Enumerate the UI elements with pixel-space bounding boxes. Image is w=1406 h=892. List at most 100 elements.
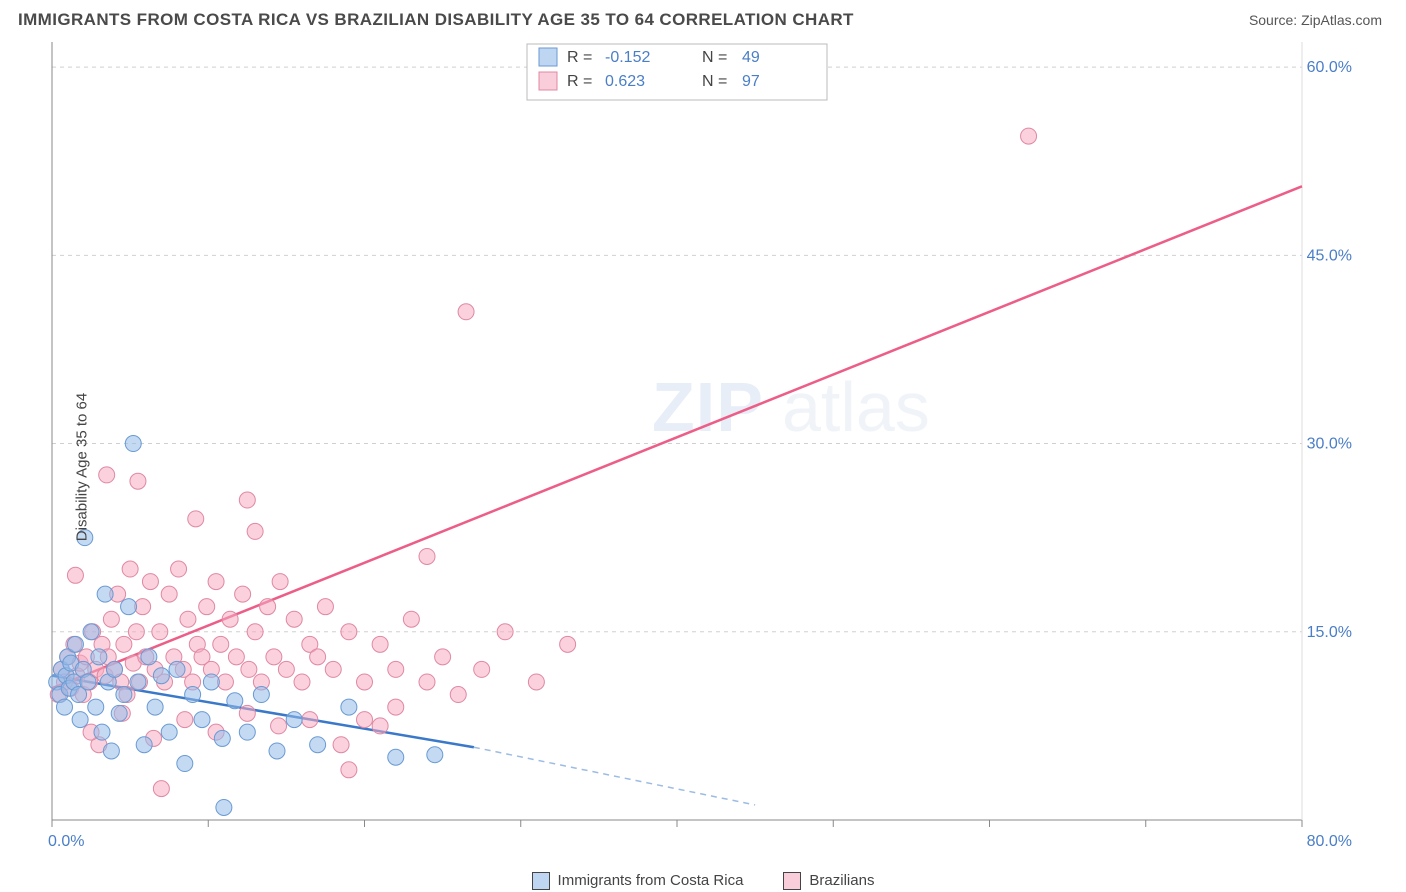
- data-point-blue: [121, 599, 137, 615]
- trendline-blue-extrapolated: [474, 747, 755, 805]
- data-point-blue: [111, 705, 127, 721]
- data-point-pink: [266, 649, 282, 665]
- data-point-blue: [286, 712, 302, 728]
- data-point-blue: [153, 668, 169, 684]
- data-point-blue: [72, 712, 88, 728]
- x-tick-label: 80.0%: [1307, 833, 1352, 850]
- chart-title: IMMIGRANTS FROM COSTA RICA VS BRAZILIAN …: [18, 10, 854, 30]
- data-point-blue: [80, 674, 96, 690]
- data-point-pink: [67, 567, 83, 583]
- data-point-pink: [142, 574, 158, 590]
- data-point-pink: [116, 636, 132, 652]
- y-tick-label: 45.0%: [1307, 247, 1352, 264]
- data-point-pink: [419, 548, 435, 564]
- source-name: ZipAtlas.com: [1301, 12, 1382, 28]
- y-tick-label: 30.0%: [1307, 436, 1352, 453]
- legend-r-value: -0.152: [605, 49, 650, 66]
- data-point-pink: [177, 712, 193, 728]
- source-attribution: Source: ZipAtlas.com: [1249, 12, 1382, 28]
- data-point-blue: [169, 661, 185, 677]
- data-point-pink: [560, 636, 576, 652]
- data-point-pink: [103, 611, 119, 627]
- trendline-pink: [52, 186, 1302, 688]
- legend-label-blue: Immigrants from Costa Rica: [558, 872, 744, 889]
- data-point-blue: [83, 624, 99, 640]
- data-point-pink: [388, 661, 404, 677]
- legend-item-blue: Immigrants from Costa Rica: [532, 872, 744, 890]
- data-point-pink: [302, 712, 318, 728]
- data-point-pink: [130, 473, 146, 489]
- data-point-blue: [147, 699, 163, 715]
- data-point-pink: [372, 636, 388, 652]
- data-point-blue: [116, 687, 132, 703]
- data-point-pink: [222, 611, 238, 627]
- data-point-pink: [333, 737, 349, 753]
- data-point-pink: [99, 467, 115, 483]
- data-point-pink: [419, 674, 435, 690]
- data-point-pink: [286, 611, 302, 627]
- data-point-blue: [107, 661, 123, 677]
- legend-swatch: [539, 72, 557, 90]
- data-point-pink: [388, 699, 404, 715]
- data-point-pink: [235, 586, 251, 602]
- data-point-pink: [497, 624, 513, 640]
- data-point-pink: [458, 304, 474, 320]
- data-point-pink: [278, 661, 294, 677]
- data-point-pink: [272, 574, 288, 590]
- legend-r-label: R =: [567, 49, 592, 66]
- data-point-pink: [341, 762, 357, 778]
- legend-bottom: Immigrants from Costa Rica Brazilians: [0, 872, 1406, 890]
- data-point-pink: [310, 649, 326, 665]
- data-point-pink: [294, 674, 310, 690]
- data-point-pink: [357, 712, 373, 728]
- data-point-pink: [528, 674, 544, 690]
- legend-r-value: 0.623: [605, 73, 645, 90]
- legend-r-label: R =: [567, 73, 592, 90]
- data-point-pink: [152, 624, 168, 640]
- legend-swatch-pink: [783, 872, 801, 890]
- data-point-pink: [213, 636, 229, 652]
- data-point-blue: [388, 749, 404, 765]
- data-point-blue: [253, 687, 269, 703]
- legend-label-pink: Brazilians: [809, 872, 874, 889]
- legend-n-label: N =: [702, 73, 727, 90]
- data-point-pink: [450, 687, 466, 703]
- watermark: atlas: [782, 368, 930, 446]
- data-point-blue: [130, 674, 146, 690]
- data-point-blue: [239, 724, 255, 740]
- legend-swatch: [539, 48, 557, 66]
- data-point-pink: [199, 599, 215, 615]
- data-point-pink: [228, 649, 244, 665]
- data-point-blue: [67, 636, 83, 652]
- data-point-blue: [341, 699, 357, 715]
- data-point-pink: [271, 718, 287, 734]
- data-point-pink: [153, 781, 169, 797]
- data-point-blue: [136, 737, 152, 753]
- data-point-pink: [247, 624, 263, 640]
- data-point-pink: [372, 718, 388, 734]
- data-point-blue: [214, 730, 230, 746]
- data-point-blue: [185, 687, 201, 703]
- x-tick-label: 0.0%: [48, 833, 84, 850]
- data-point-pink: [188, 511, 204, 527]
- data-point-pink: [435, 649, 451, 665]
- data-point-pink: [241, 661, 257, 677]
- y-axis-label: Disability Age 35 to 64: [74, 393, 91, 541]
- data-point-blue: [91, 649, 107, 665]
- data-point-pink: [161, 586, 177, 602]
- data-point-pink: [239, 492, 255, 508]
- legend-item-pink: Brazilians: [783, 872, 874, 890]
- data-point-blue: [177, 756, 193, 772]
- data-point-blue: [203, 674, 219, 690]
- data-point-blue: [427, 747, 443, 763]
- data-point-blue: [310, 737, 326, 753]
- data-point-pink: [403, 611, 419, 627]
- y-tick-label: 15.0%: [1307, 624, 1352, 641]
- data-point-blue: [161, 724, 177, 740]
- source-prefix: Source:: [1249, 12, 1301, 28]
- data-point-blue: [141, 649, 157, 665]
- legend-n-label: N =: [702, 49, 727, 66]
- legend-n-value: 97: [742, 73, 760, 90]
- data-point-pink: [1021, 128, 1037, 144]
- data-point-pink: [128, 624, 144, 640]
